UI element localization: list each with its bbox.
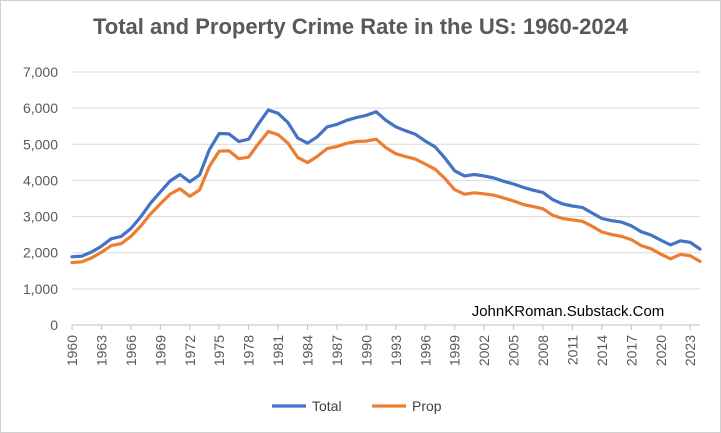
y-tick-label: 1,000 [23, 281, 58, 297]
x-tick-label: 1960 [64, 335, 80, 366]
legend-label-prop: Prop [412, 398, 442, 414]
y-tick-label: 7,000 [23, 64, 58, 80]
y-tick-label: 3,000 [23, 209, 58, 225]
x-tick-label: 2005 [506, 335, 522, 366]
x-tick-label: 1981 [270, 335, 286, 366]
series-line-total [70, 108, 702, 259]
y-tick-label: 2,000 [23, 245, 58, 261]
x-tick-label: 1975 [211, 335, 227, 366]
y-tick-label: 4,000 [23, 172, 58, 188]
x-tick-label: 1987 [329, 335, 345, 366]
x-tick-label: 1963 [93, 335, 109, 366]
y-tick-label: 6,000 [23, 100, 58, 116]
x-tick-label: 2011 [564, 335, 580, 365]
x-tick-label: 1966 [123, 335, 139, 366]
x-tick-label: 1993 [388, 335, 404, 366]
legend-label-total: Total [312, 398, 342, 414]
x-tick-label: 2023 [682, 335, 698, 366]
x-tick-label: 2008 [535, 335, 551, 366]
x-tick-label: 1984 [300, 335, 316, 366]
x-tick-label: 1990 [358, 335, 374, 366]
x-tick-label: 1996 [417, 335, 433, 366]
x-tick-label: 1999 [447, 335, 463, 366]
series-lines [70, 108, 702, 265]
x-tick-label: 2014 [594, 335, 610, 366]
legend: Total Prop [272, 398, 442, 414]
x-tick-label: 2020 [653, 335, 669, 366]
x-tick-label: 1972 [182, 335, 198, 366]
x-tick-label: 2002 [476, 335, 492, 366]
y-tick-label: 5,000 [23, 136, 58, 152]
x-axis-tick-labels: 1960 1963 1966 1969 1972 1975 1978 1981 1984 1987… [64, 325, 698, 366]
y-axis-tick-labels: 0 1,000 2,000 3,000 4,000 5,000 6,000 7,000 [23, 64, 58, 333]
chart-title: Total and Property Crime Rate in the US:… [92, 14, 629, 39]
watermark-annotation: JohnKRoman.Substack.Com [472, 303, 665, 320]
y-tick-label: 0 [50, 317, 58, 333]
x-tick-label: 1978 [241, 335, 257, 366]
series-line-prop [70, 129, 702, 265]
x-tick-label: 1969 [152, 335, 168, 366]
x-tick-label: 2017 [623, 335, 639, 366]
